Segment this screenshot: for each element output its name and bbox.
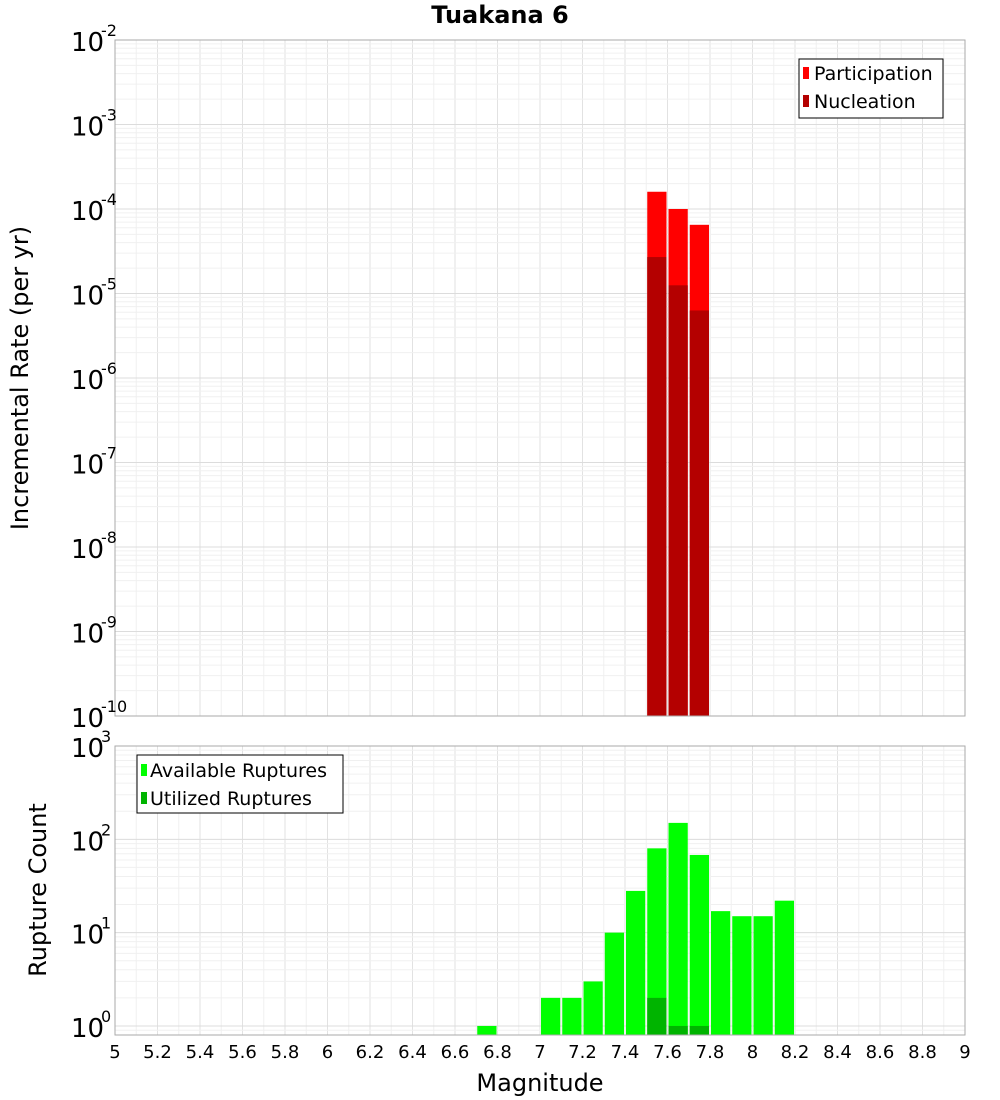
count-bar-available-ruptures-2 <box>562 997 582 1035</box>
rate-panel-grid <box>114 39 966 717</box>
count-panel-legend: Available Ruptures Utilized Ruptures <box>136 754 344 814</box>
rate-y-tick-exponent: -5 <box>101 275 117 294</box>
rate-y-tick-label: 10 <box>71 282 104 312</box>
rate-y-tick-exponent: -2 <box>101 21 117 40</box>
rate-y-tick-label: 10 <box>71 451 104 481</box>
legend-label-participation: Participation <box>814 63 933 85</box>
rate-y-tick-exponent: -7 <box>101 444 117 463</box>
rate-panel-bars <box>647 191 709 717</box>
rate-y-tick-exponent: -10 <box>101 697 127 716</box>
x-tick-label: 6.2 <box>356 1042 385 1063</box>
count-bar-available-ruptures-7 <box>668 822 688 1035</box>
legend-label-available: Available Ruptures <box>150 760 327 782</box>
x-tick-label: 8.6 <box>866 1042 895 1063</box>
x-tick-label: 8.2 <box>781 1042 810 1063</box>
x-tick-label: 6.4 <box>398 1042 427 1063</box>
x-axis-ticks: 5 5.2 5.4 5.6 5.8 6 6.2 6.4 6.6 6.8 7 7.2 7.4 7.6 7.8 8… <box>109 1042 970 1063</box>
x-tick-label: 7.2 <box>568 1042 597 1063</box>
x-tick-label: 7 <box>534 1042 545 1063</box>
rate-panel-legend: Participation Nucleation <box>798 58 944 119</box>
x-tick-label: 6.8 <box>483 1042 512 1063</box>
count-y-tick-label: 10 <box>71 1014 104 1044</box>
x-tick-label: 7.6 <box>653 1042 682 1063</box>
x-tick-label: 8.4 <box>823 1042 852 1063</box>
rate-y-tick-label: 10 <box>71 704 104 734</box>
x-tick-label: 6.6 <box>441 1042 470 1063</box>
x-tick-label: 5.4 <box>186 1042 215 1063</box>
count-y-tick-exponent: 1 <box>101 914 111 933</box>
x-tick-label: 7.4 <box>611 1042 640 1063</box>
rate-y-tick-label: 10 <box>71 197 104 227</box>
rate-y-tick-label: 10 <box>71 366 104 396</box>
rate-panel: 10-210-310-410-510-610-710-810-910-10 In… <box>6 21 966 734</box>
x-tick-label: 8.8 <box>908 1042 937 1063</box>
count-bar-available-ruptures-8 <box>689 854 709 1035</box>
legend-swatch-available <box>141 764 147 776</box>
x-tick-label: 8 <box>747 1042 758 1063</box>
count-bar-utilized-ruptures-2 <box>689 1025 709 1035</box>
count-bar-available-ruptures-12 <box>774 900 794 1035</box>
count-bar-available-ruptures-9 <box>711 911 731 1035</box>
legend-label-nucleation: Nucleation <box>814 91 916 113</box>
rate-y-tick-exponent: -8 <box>101 528 117 547</box>
rate-y-tick-label: 10 <box>71 28 104 58</box>
count-bar-available-ruptures-1 <box>541 997 561 1035</box>
count-bar-available-ruptures-4 <box>604 932 624 1035</box>
x-tick-label: 5 <box>109 1042 120 1063</box>
rate-bar-nucleation-1 <box>668 285 688 716</box>
legend-swatch-utilized <box>141 792 147 804</box>
x-tick-label: 6 <box>322 1042 333 1063</box>
x-tick-label: 5.8 <box>271 1042 300 1063</box>
count-y-tick-label: 10 <box>71 921 104 951</box>
legend-label-utilized: Utilized Ruptures <box>150 788 312 810</box>
count-panel-y-axis-label: Rupture Count <box>24 803 52 977</box>
x-axis-label: Magnitude <box>476 1069 603 1097</box>
count-bar-available-ruptures-0 <box>477 1025 497 1035</box>
x-tick-label: 5.2 <box>143 1042 172 1063</box>
x-tick-label: 9 <box>959 1042 970 1063</box>
rate-y-tick-exponent: -6 <box>101 359 117 378</box>
rate-y-tick-label: 10 <box>71 620 104 650</box>
count-y-tick-exponent: 0 <box>101 1007 111 1026</box>
rate-bar-nucleation-2 <box>689 310 709 716</box>
x-tick-label: 5.6 <box>228 1042 257 1063</box>
chart-title: Tuakana 6 <box>431 1 569 29</box>
count-bar-available-ruptures-3 <box>583 981 603 1035</box>
count-bar-available-ruptures-6 <box>647 848 667 1035</box>
count-y-tick-exponent: 3 <box>101 727 111 746</box>
x-tick-label: 7.8 <box>696 1042 725 1063</box>
legend-swatch-participation <box>803 67 809 79</box>
count-bar-available-ruptures-10 <box>732 916 752 1035</box>
rate-y-tick-exponent: -4 <box>101 190 117 209</box>
count-bar-available-ruptures-11 <box>753 916 773 1035</box>
rate-y-tick-exponent: -3 <box>101 106 117 125</box>
rate-panel-y-axis-label: Incremental Rate (per yr) <box>6 226 34 530</box>
count-y-tick-label: 10 <box>71 734 104 764</box>
rate-y-tick-label: 10 <box>71 535 104 565</box>
count-y-tick-label: 10 <box>71 827 104 857</box>
rate-y-tick-label: 10 <box>71 113 104 143</box>
count-bar-available-ruptures-5 <box>626 890 646 1035</box>
legend-swatch-nucleation <box>803 95 809 107</box>
count-bar-utilized-ruptures-0 <box>647 997 667 1035</box>
rate-panel-y-ticks: 10-210-310-410-510-610-710-810-910-10 <box>71 21 127 734</box>
count-y-tick-exponent: 2 <box>101 820 111 839</box>
rate-y-tick-exponent: -9 <box>101 613 117 632</box>
rate-bar-nucleation-0 <box>647 257 667 716</box>
count-bar-utilized-ruptures-1 <box>668 1025 688 1035</box>
count-panel-bars <box>477 822 794 1035</box>
